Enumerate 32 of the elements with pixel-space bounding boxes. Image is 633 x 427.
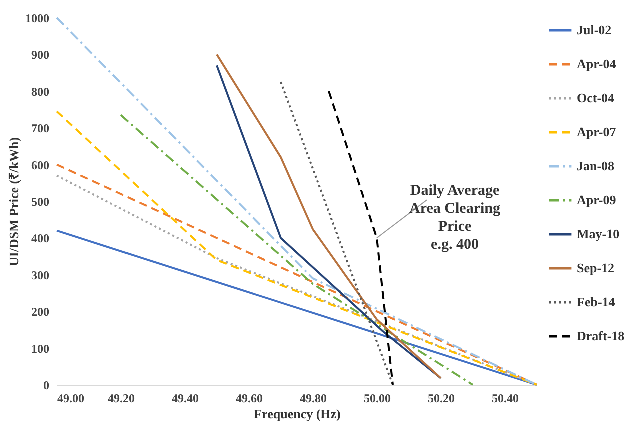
y-tick-label: 900 — [32, 48, 50, 62]
legend-label: Draft-18 — [577, 328, 626, 344]
x-tick-label: 49.40 — [172, 392, 199, 406]
y-axis-title: UI/DSM Price (₹/kWh) — [6, 137, 22, 267]
legend-label: Apr-04 — [577, 56, 617, 72]
annotation: Daily Average Area Clearing Price e.g. 400 — [410, 183, 501, 254]
legend-label: Feb-14 — [577, 294, 616, 310]
legend-label: Oct-04 — [577, 90, 616, 106]
y-tick-label: 300 — [32, 268, 50, 282]
legend-label: Jan-08 — [577, 158, 616, 174]
x-axis-title: Frequency (Hz) — [254, 406, 341, 422]
y-tick-label: 1000 — [26, 12, 50, 26]
x-tick-label: 49.00 — [58, 392, 84, 406]
y-tick-label: 500 — [32, 195, 50, 209]
x-tick-label: 49.80 — [300, 392, 327, 406]
y-tick-label: 700 — [32, 122, 50, 136]
x-tick-label: 50.20 — [428, 392, 455, 406]
y-tick-label: 600 — [32, 158, 50, 172]
y-tick-label: 200 — [32, 305, 50, 320]
x-tick-label: 49.60 — [236, 392, 263, 406]
y-tick-label: 0 — [44, 378, 50, 392]
y-tick-label: 100 — [32, 342, 50, 356]
x-tick-label: 49.20 — [108, 392, 135, 406]
legend-label: Apr-09 — [577, 192, 617, 208]
legend-label: Apr-07 — [577, 124, 617, 140]
y-tick-label: 400 — [32, 232, 50, 246]
x-tick-label: 50.40 — [492, 392, 519, 406]
legend-label: Sep-12 — [577, 260, 615, 276]
y-tick-label: 800 — [32, 84, 50, 99]
legend-label: May-10 — [577, 226, 620, 242]
legend-label: Jul-02 — [577, 22, 612, 38]
x-tick-label: 50.00 — [364, 392, 391, 406]
